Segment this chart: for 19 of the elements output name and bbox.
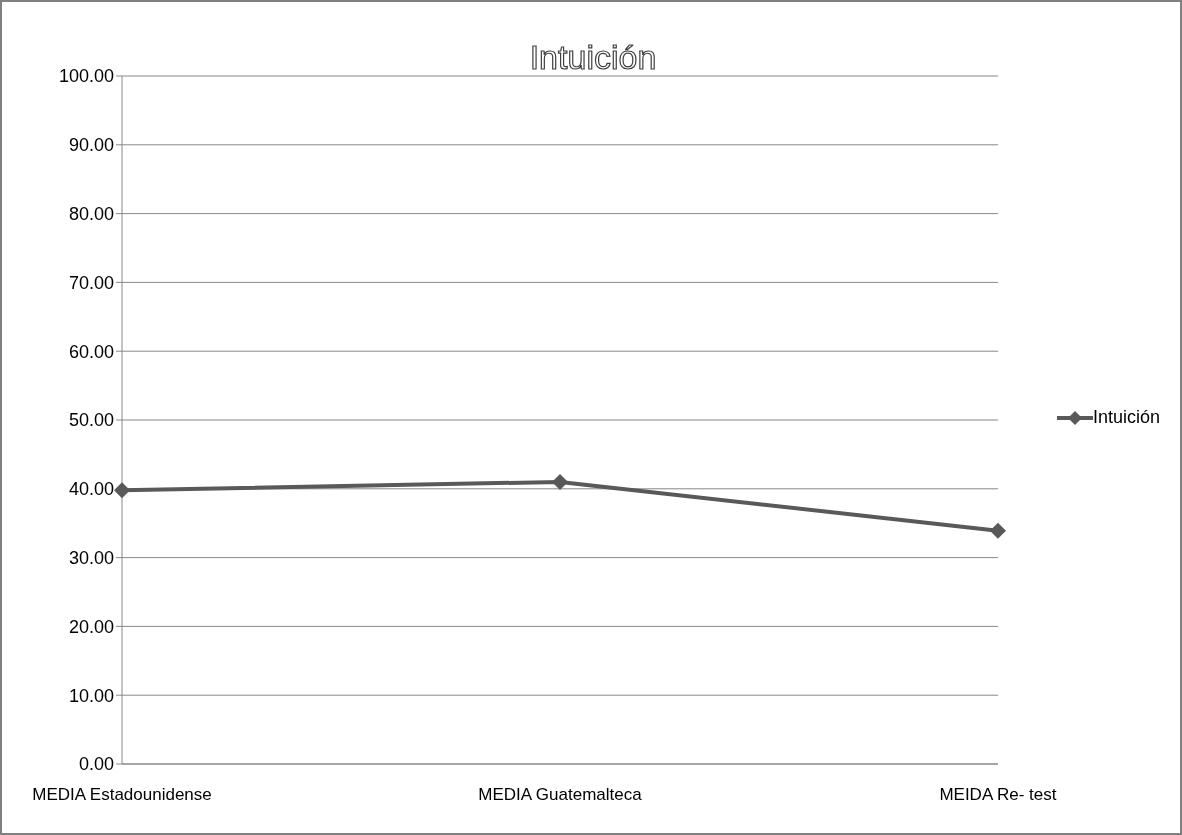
y-tick-label: 10.00	[68, 685, 114, 706]
y-tick-label: 100.00	[58, 66, 114, 87]
y-tick-label: 80.00	[68, 203, 114, 224]
x-tick-label: MEDIA Guatemalteca	[478, 785, 643, 805]
chart-title: Intuición	[529, 38, 657, 76]
y-tick-label: 20.00	[68, 616, 114, 637]
y-tick-label: 60.00	[68, 341, 114, 362]
x-tick-label: MEDIA Estadounidense	[32, 785, 212, 805]
y-tick-label: 30.00	[68, 547, 114, 568]
y-tick-label: 70.00	[68, 272, 114, 293]
x-tick-label: MEIDA Re- test	[939, 785, 1057, 805]
point	[551, 473, 568, 490]
y-tick-label: 90.00	[68, 135, 114, 156]
point	[114, 482, 130, 499]
y-tick-label: 40.00	[68, 479, 114, 500]
y-tick-label: 0.00	[78, 754, 114, 775]
legend-label: Intuición	[1092, 407, 1160, 428]
y-tick-label: 50.00	[68, 410, 114, 431]
point	[989, 522, 1006, 539]
